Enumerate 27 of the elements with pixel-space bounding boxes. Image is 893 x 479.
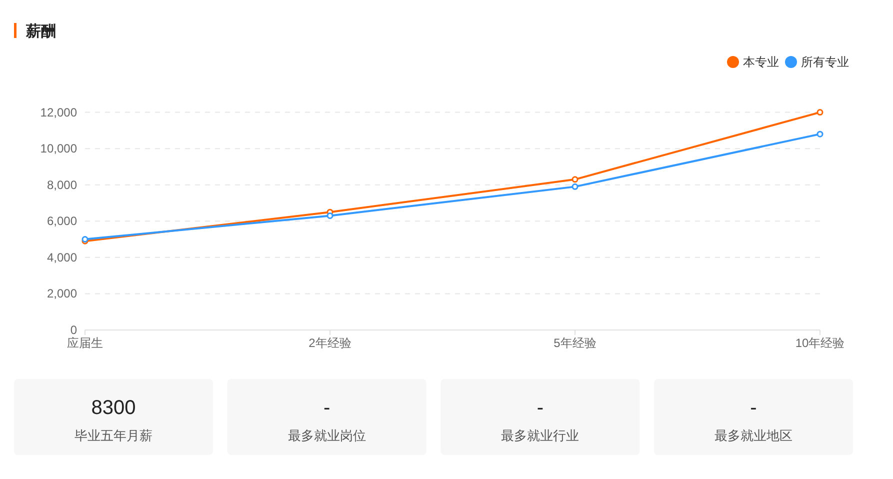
- text: 8300: [91, 397, 136, 419]
- point: [326, 212, 334, 219]
- legend-label: 本专业: [743, 55, 779, 69]
- y-tick-label: 8,000: [46, 178, 78, 192]
- x-tick-label: 10年经验: [795, 336, 845, 350]
- text: -: [750, 397, 757, 419]
- point: [572, 176, 578, 183]
- y-tick-label: 10,000: [40, 142, 78, 156]
- x-tick-label: 应届生: [67, 336, 103, 350]
- text: 毕业五年月薪: [74, 428, 152, 443]
- y-tick-label: 4,000: [46, 250, 78, 264]
- x-tick-label: 5年经验: [554, 336, 596, 350]
- y-tick-label: 2,000: [46, 286, 78, 301]
- point: [816, 109, 824, 116]
- x-tick-label: 2年经验: [308, 336, 352, 350]
- point: [816, 130, 824, 138]
- point: [572, 183, 578, 190]
- text: 最多就业地区: [714, 428, 792, 443]
- chart-title: 薪酬: [25, 23, 56, 40]
- text: -: [323, 397, 330, 419]
- text: 最多就业行业: [501, 428, 580, 443]
- legend-label: 所有专业: [801, 55, 849, 69]
- y-tick-label: 6,000: [46, 214, 78, 228]
- y-tick-label: 12,000: [40, 105, 78, 120]
- text: 最多就业岗位: [288, 428, 366, 443]
- text: -: [536, 397, 544, 419]
- y-tick-label: 0: [70, 323, 78, 337]
